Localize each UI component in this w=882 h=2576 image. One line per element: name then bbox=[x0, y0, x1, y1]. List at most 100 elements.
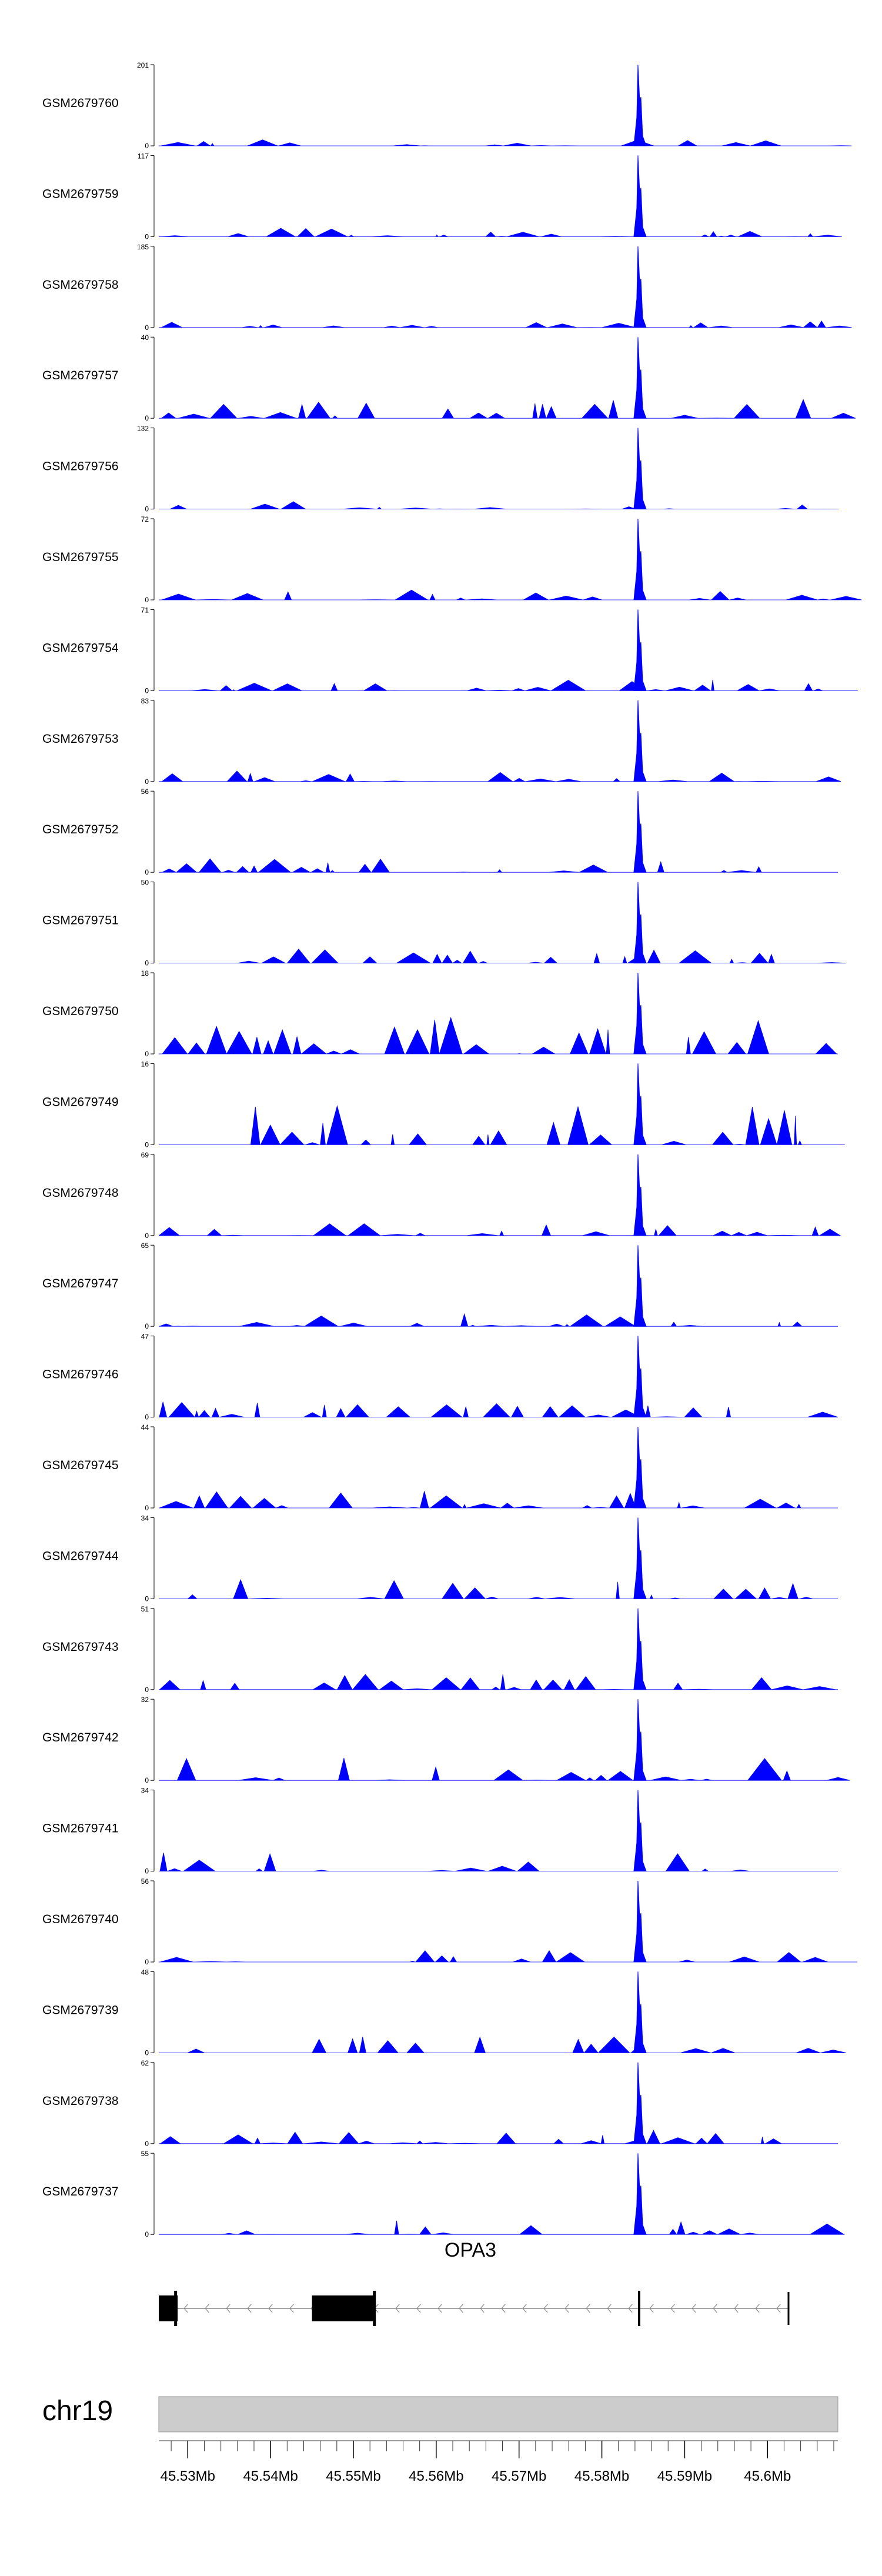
track-label: GSM2679742 bbox=[42, 1731, 119, 1744]
tick-label: 45.57Mb bbox=[492, 2468, 546, 2484]
chromosome-label: chr19 bbox=[42, 2395, 113, 2427]
strand-chevron bbox=[501, 2304, 506, 2313]
coverage-area bbox=[159, 321, 852, 328]
peak-mark bbox=[633, 518, 647, 600]
coverage-area bbox=[159, 228, 842, 237]
strand-chevron bbox=[586, 2304, 590, 2313]
exon bbox=[637, 2291, 640, 2326]
track-label: GSM2679744 bbox=[42, 1549, 119, 1563]
track-GSM2679757: GSM2679757 40 0 bbox=[42, 333, 856, 422]
track-label: GSM2679748 bbox=[42, 1186, 119, 1200]
y-min-label: 0 bbox=[145, 2230, 149, 2238]
track-label: GSM2679737 bbox=[42, 2185, 119, 2198]
y-min-label: 0 bbox=[145, 414, 149, 422]
strand-chevron bbox=[205, 2304, 209, 2313]
peak-mark bbox=[633, 1426, 647, 1509]
track-label: GSM2679752 bbox=[42, 823, 119, 836]
y-max-label: 48 bbox=[141, 1968, 149, 1976]
y-min-label: 0 bbox=[145, 323, 149, 332]
y-min-label: 0 bbox=[145, 505, 149, 513]
tick-label: 45.53Mb bbox=[161, 2468, 215, 2484]
track-GSM2679752: GSM2679752 56 0 bbox=[42, 788, 838, 876]
y-min-label: 0 bbox=[145, 142, 149, 150]
peak-mark bbox=[633, 2153, 647, 2235]
track-GSM2679751: GSM2679751 50 0 bbox=[42, 879, 846, 967]
y-max-label: 69 bbox=[141, 1151, 149, 1159]
y-max-label: 56 bbox=[141, 788, 149, 796]
track-label: GSM2679751 bbox=[42, 914, 119, 927]
y-min-label: 0 bbox=[145, 1958, 149, 1966]
strand-chevron bbox=[691, 2304, 696, 2313]
strand-chevron bbox=[480, 2304, 485, 2313]
track-GSM2679755: GSM2679755 72 0 bbox=[42, 515, 862, 604]
strand-chevron bbox=[183, 2304, 188, 2313]
peak-mark bbox=[633, 609, 647, 691]
coverage-area bbox=[159, 1016, 838, 1055]
track-label: GSM2679754 bbox=[42, 641, 119, 655]
y-max-label: 62 bbox=[141, 2059, 149, 2067]
track-GSM2679741: GSM2679741 34 0 bbox=[42, 1787, 838, 1876]
y-max-label: 65 bbox=[141, 1242, 149, 1250]
peak-mark bbox=[633, 1790, 647, 1872]
y-max-label: 55 bbox=[141, 2150, 149, 2158]
track-label: GSM2679758 bbox=[42, 278, 119, 292]
y-max-label: 44 bbox=[141, 1423, 149, 1432]
y-max-label: 201 bbox=[137, 61, 149, 69]
coverage-area bbox=[159, 2036, 846, 2053]
y-min-label: 0 bbox=[145, 1504, 149, 1512]
coverage-area bbox=[159, 1758, 850, 1781]
strand-chevron bbox=[628, 2304, 633, 2313]
track-GSM2679747: GSM2679747 65 0 bbox=[42, 1242, 838, 1330]
track-label: GSM2679749 bbox=[42, 1095, 119, 1109]
peak-mark bbox=[633, 2062, 647, 2144]
strand-chevron bbox=[459, 2304, 463, 2313]
peak-mark bbox=[633, 1699, 647, 1781]
tick-label: 45.59Mb bbox=[657, 2468, 712, 2484]
track-GSM2679748: GSM2679748 69 0 bbox=[42, 1151, 841, 1240]
coverage-area bbox=[159, 1491, 838, 1509]
peak-mark bbox=[633, 1608, 647, 1690]
gene-label: OPA3 bbox=[445, 2239, 496, 2261]
strand-chevron bbox=[776, 2304, 781, 2313]
strand-chevron bbox=[289, 2304, 294, 2313]
track-GSM2679758: GSM2679758 185 0 bbox=[42, 243, 852, 332]
track-label: GSM2679739 bbox=[42, 2003, 119, 2017]
track-GSM2679743: GSM2679743 51 0 bbox=[42, 1605, 838, 1694]
y-min-label: 0 bbox=[145, 1776, 149, 1784]
strand-chevron bbox=[522, 2304, 527, 2313]
track-label: GSM2679757 bbox=[42, 369, 119, 382]
peak-mark bbox=[633, 155, 647, 237]
track-GSM2679740: GSM2679740 56 0 bbox=[42, 1877, 857, 1966]
coverage-area bbox=[159, 501, 839, 509]
coverage-area bbox=[159, 949, 846, 963]
coverage-area bbox=[159, 1950, 857, 1963]
track-GSM2679737: GSM2679737 55 0 bbox=[42, 2150, 845, 2238]
exon-boundary bbox=[174, 2291, 178, 2326]
y-min-label: 0 bbox=[145, 1686, 149, 1694]
track-GSM2679745: GSM2679745 44 0 bbox=[42, 1423, 838, 1512]
peak-mark bbox=[633, 1971, 647, 2053]
y-max-label: 83 bbox=[141, 697, 149, 705]
peak-mark bbox=[633, 791, 647, 873]
track-label: GSM2679753 bbox=[42, 732, 119, 746]
coverage-area bbox=[159, 2130, 838, 2144]
track-label: GSM2679738 bbox=[42, 2094, 119, 2108]
exon bbox=[787, 2292, 790, 2325]
track-label: GSM2679756 bbox=[42, 460, 119, 473]
peak-mark bbox=[633, 1063, 647, 1145]
coverage-area bbox=[159, 858, 838, 873]
coverage-area bbox=[159, 1579, 838, 1599]
y-min-label: 0 bbox=[145, 232, 149, 241]
track-GSM2679759: GSM2679759 117 0 bbox=[42, 152, 842, 241]
track-GSM2679760: GSM2679760 201 0 bbox=[42, 61, 852, 150]
track-label: GSM2679743 bbox=[42, 1640, 119, 1654]
track-GSM2679744: GSM2679744 34 0 bbox=[42, 1514, 838, 1603]
track-GSM2679738: GSM2679738 62 0 bbox=[42, 2059, 838, 2148]
track-GSM2679754: GSM2679754 71 0 bbox=[42, 606, 858, 695]
coverage-area bbox=[159, 1105, 845, 1146]
track-GSM2679753: GSM2679753 83 0 bbox=[42, 697, 841, 786]
strand-chevron bbox=[437, 2304, 442, 2313]
tick-label: 45.54Mb bbox=[243, 2468, 298, 2484]
peak-mark bbox=[633, 1336, 647, 1418]
chromosome-bar bbox=[158, 2396, 838, 2432]
